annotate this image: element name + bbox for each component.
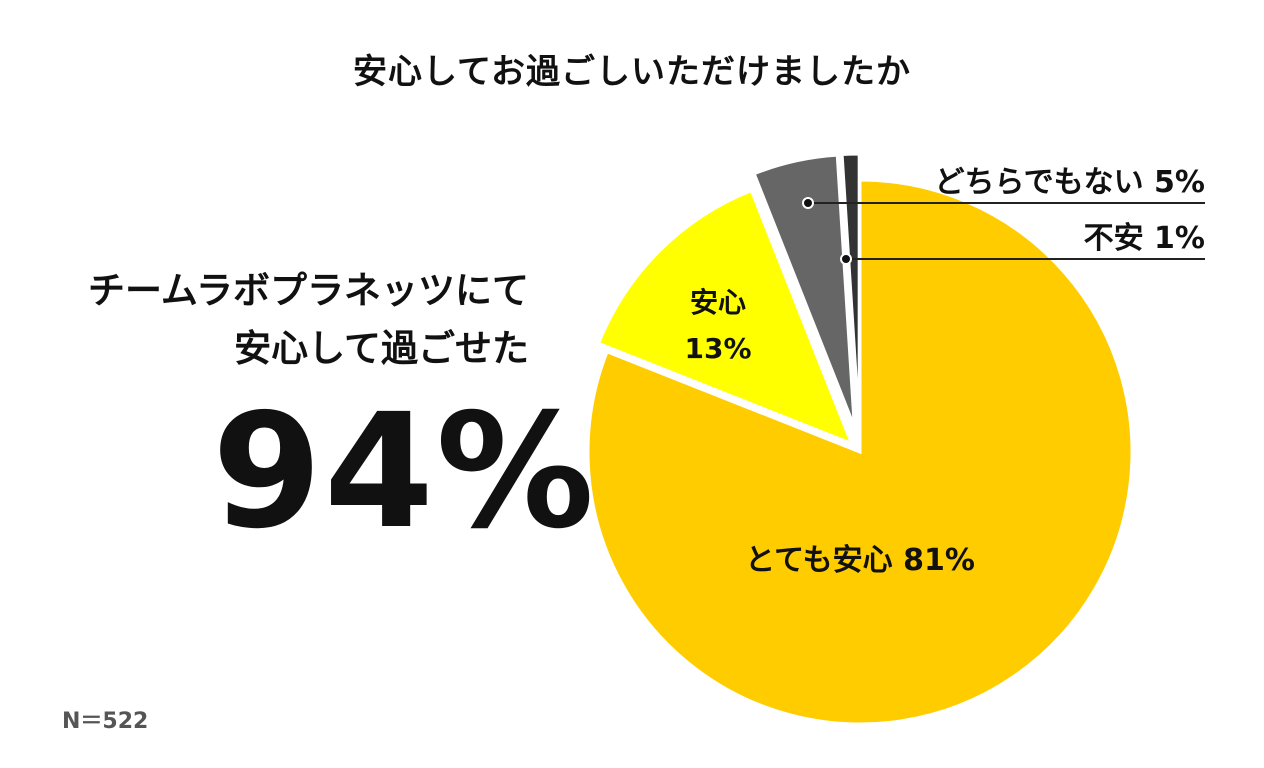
leader-dot-3 (802, 197, 814, 209)
summary-line-2: 安心して過ごせた (234, 327, 529, 370)
slice-label-2-value: 13% (684, 332, 751, 365)
slice-label-2-name: 安心 (690, 286, 746, 319)
leader-dot-4 (840, 253, 852, 265)
slice-label-3: どちらでもない 5% (935, 165, 1205, 200)
summary-line-1: チームラボプラネッツにて (87, 269, 529, 312)
sample-size: N＝522 (62, 709, 149, 734)
chart-title: 安心してお過ごしいただけましたか (353, 52, 911, 92)
summary-percentage: 94% (212, 380, 597, 564)
slice-label-4: 不安 1% (1084, 221, 1205, 256)
pie-slice-2 (596, 188, 855, 447)
summary-text: チームラボプラネッツにて 安心して過ごせた (88, 262, 529, 378)
pie-slice-3 (752, 153, 856, 428)
slice-label-1: とても安心 81% (745, 543, 975, 578)
pie-slice-4 (840, 152, 861, 427)
